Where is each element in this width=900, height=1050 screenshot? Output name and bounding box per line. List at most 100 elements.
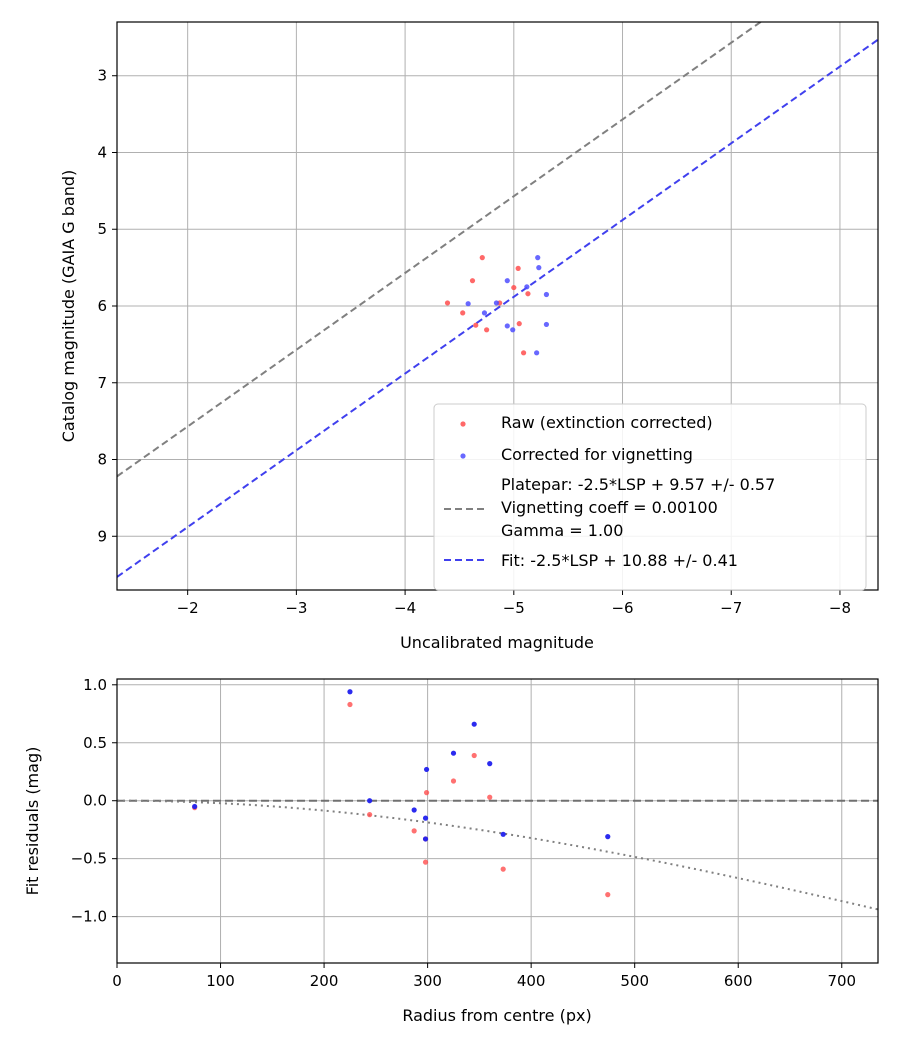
legend-platepar-label-line3: Gamma = 1.00 xyxy=(501,521,623,540)
bottom-corrected-point xyxy=(422,836,429,842)
top-x-tick-label: −6 xyxy=(611,599,633,617)
bottom-x-axis-label: Radius from centre (px) xyxy=(402,1006,591,1025)
top-raw-point xyxy=(444,300,451,306)
legend-box xyxy=(433,403,867,591)
top-x-tick-label: −3 xyxy=(285,599,307,617)
bottom-raw-point xyxy=(411,828,417,834)
bottom-raw-point xyxy=(605,892,611,898)
top-corrected-point xyxy=(504,323,510,329)
top-y-tick-label: 5 xyxy=(97,220,107,238)
bottom-raw-point xyxy=(422,859,429,865)
top-corrected-point xyxy=(543,321,550,328)
top-y-tick-label: 4 xyxy=(97,143,107,161)
residuals-plot: 0 100 200 300 400 500 600 7001.00.50.0−0.5−1.0 … xyxy=(23,676,879,1025)
bottom-y-axis-label: Fit residuals (mag) xyxy=(23,747,42,896)
top-x-tick-label: −7 xyxy=(720,599,742,617)
bottom-ticks: 0 100 200 300 400 500 600 700 1.0 0.5 0.0 −0.5 −1.0 xyxy=(71,676,857,990)
top-scatter-points xyxy=(444,255,550,356)
bottom-x-tick-label: 500 xyxy=(620,972,649,990)
bottom-x-tick-label: 0 xyxy=(112,972,122,990)
top-y-tick-label: 3 xyxy=(97,67,107,85)
top-corrected-point xyxy=(543,291,550,298)
bottom-reference-lines xyxy=(117,799,878,911)
top-x-tick-label: −5 xyxy=(503,599,525,617)
top-raw-point xyxy=(469,278,476,284)
top-y-tick-label: 6 xyxy=(97,297,107,315)
bottom-corrected-point xyxy=(422,815,429,821)
top-x-tick-label: −2 xyxy=(177,599,199,617)
bottom-scatter-points xyxy=(192,689,611,898)
vignetting-curve xyxy=(117,799,878,911)
top-raw-point xyxy=(511,284,517,291)
top-raw-point xyxy=(525,291,531,297)
bottom-corrected-point xyxy=(605,834,611,840)
bottom-corrected-point xyxy=(487,761,493,767)
bottom-raw-point xyxy=(471,752,477,759)
top-corrected-point xyxy=(481,310,488,316)
bottom-corrected-point xyxy=(367,798,373,804)
top-x-tick-label: −4 xyxy=(394,599,416,617)
legend-raw-marker xyxy=(460,421,466,427)
top-raw-point xyxy=(516,321,522,327)
bottom-plot-frame xyxy=(116,678,879,964)
bottom-y-tick-label: 0.0 xyxy=(83,792,107,810)
bottom-grid xyxy=(116,679,878,963)
bottom-y-tick-label: −0.5 xyxy=(71,850,107,868)
top-y-tick-label: 9 xyxy=(97,527,107,545)
top-raw-point xyxy=(473,322,479,328)
top-corrected-point xyxy=(510,327,516,333)
magnitude-plot: −2 −3 −4 −5 −6 −7 −8 3 4 5 6 7 8 9 Uncalibrated magni… xyxy=(59,21,879,652)
top-raw-point xyxy=(484,327,490,333)
legend-corrected-label: Corrected for vignetting xyxy=(501,445,693,464)
top-line-platepar xyxy=(117,22,763,478)
top-corrected-point xyxy=(534,350,540,356)
top-y-axis-label: Catalog magnitude (GAIA G band) xyxy=(59,170,78,442)
legend-platepar-label-line2: Vignetting coeff = 0.00100 xyxy=(501,498,718,517)
bottom-corrected-point xyxy=(500,831,506,837)
top-fit-lines xyxy=(117,22,878,578)
top-y-tick-label: 7 xyxy=(97,374,107,392)
bottom-raw-point xyxy=(367,812,373,818)
top-raw-point xyxy=(460,310,466,316)
top-corrected-point xyxy=(524,284,530,290)
bottom-corrected-point xyxy=(471,721,477,727)
bottom-corrected-point xyxy=(411,807,417,813)
top-raw-point xyxy=(520,350,527,356)
bottom-raw-point xyxy=(487,794,493,800)
top-x-tick-label: −8 xyxy=(829,599,851,617)
top-corrected-point xyxy=(504,278,510,284)
bottom-corrected-point xyxy=(423,766,430,773)
bottom-corrected-point xyxy=(450,750,457,756)
top-corrected-point xyxy=(465,301,471,307)
bottom-corrected-point xyxy=(347,689,353,695)
bottom-x-tick-label: 300 xyxy=(413,972,442,990)
top-y-tick-label: 8 xyxy=(97,451,107,469)
bottom-y-tick-label: −1.0 xyxy=(71,908,107,926)
bottom-x-tick-label: 200 xyxy=(310,972,339,990)
legend: Raw (extinction corrected) Corrected for… xyxy=(433,403,867,591)
legend-raw-label: Raw (extinction corrected) xyxy=(501,413,713,432)
bottom-raw-point xyxy=(450,778,457,784)
top-corrected-point xyxy=(493,300,500,306)
top-line-fit xyxy=(117,38,878,578)
bottom-raw-point xyxy=(423,790,430,796)
bottom-x-tick-label: 100 xyxy=(206,972,235,990)
top-corrected-point xyxy=(535,255,541,261)
bottom-y-tick-label: 0.5 xyxy=(83,734,107,752)
top-corrected-point xyxy=(536,265,542,271)
legend-fit-label: Fit: -2.5*LSP + 10.88 +/- 0.41 xyxy=(501,551,738,570)
legend-corrected-marker xyxy=(460,453,466,459)
bottom-x-tick-label: 600 xyxy=(724,972,753,990)
top-raw-point xyxy=(515,265,521,271)
bottom-x-tick-label: 700 xyxy=(827,972,856,990)
bottom-y-tick-label: 1.0 xyxy=(83,676,107,694)
top-x-axis-label: Uncalibrated magnitude xyxy=(400,633,594,652)
bottom-x-tick-label: 400 xyxy=(517,972,546,990)
bottom-corrected-point xyxy=(192,803,198,810)
bottom-raw-point xyxy=(500,866,506,872)
bottom-raw-point xyxy=(347,701,353,708)
top-ticks: −2 −3 −4 −5 −6 −7 −8 3 4 5 6 7 8 9 xyxy=(97,67,851,617)
top-raw-point xyxy=(479,255,485,261)
legend-platepar-label-line1: Platepar: -2.5*LSP + 9.57 +/- 0.57 xyxy=(501,475,775,494)
